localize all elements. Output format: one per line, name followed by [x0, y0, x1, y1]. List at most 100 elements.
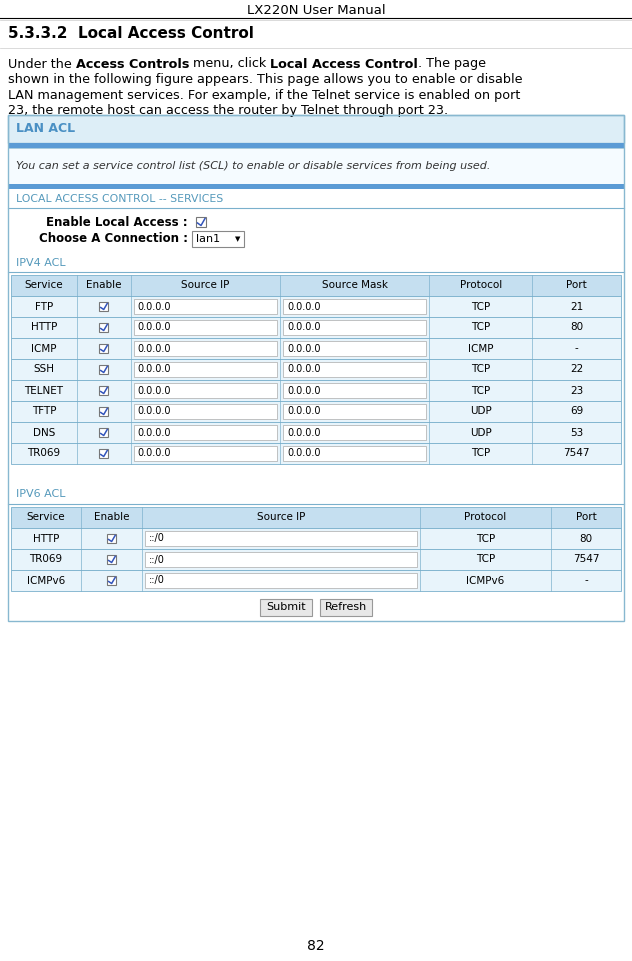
Text: 82: 82	[307, 939, 325, 953]
Text: 0.0.0.0: 0.0.0.0	[138, 302, 171, 311]
Bar	[99, 302, 108, 311]
Text: 0.0.0.0: 0.0.0.0	[138, 428, 171, 437]
Text: Service: Service	[27, 512, 65, 523]
Bar	[133, 446, 277, 461]
Text: 0.0.0.0: 0.0.0.0	[287, 302, 320, 311]
Text: 0.0.0.0: 0.0.0.0	[287, 343, 320, 354]
Text: Refresh: Refresh	[325, 603, 367, 612]
Bar	[8, 184, 624, 189]
Text: TR069: TR069	[30, 554, 63, 564]
Bar	[133, 383, 277, 398]
Text: SSH: SSH	[33, 364, 54, 375]
Text: 0.0.0.0: 0.0.0.0	[287, 385, 320, 396]
Bar	[11, 528, 621, 549]
Bar	[11, 507, 621, 528]
Bar	[8, 115, 624, 143]
Text: 0.0.0.0: 0.0.0.0	[138, 407, 171, 416]
Bar	[99, 386, 108, 395]
Text: 23: 23	[570, 385, 583, 396]
Text: ▼: ▼	[235, 236, 241, 242]
Text: lan1: lan1	[196, 234, 220, 244]
Text: menu, click: menu, click	[189, 58, 270, 70]
Text: TCP: TCP	[471, 302, 490, 311]
Text: LAN ACL: LAN ACL	[16, 122, 75, 136]
Bar	[107, 555, 116, 564]
Bar	[133, 404, 277, 419]
Text: 0.0.0.0: 0.0.0.0	[287, 407, 320, 416]
Text: Source Mask: Source Mask	[322, 281, 388, 290]
Bar	[133, 425, 277, 440]
Text: Submit: Submit	[266, 603, 306, 612]
Bar	[99, 365, 108, 374]
Text: TCP: TCP	[471, 364, 490, 375]
Text: You can set a service control list (SCL) to enable or disable services from bein: You can set a service control list (SCL)…	[16, 161, 490, 171]
Text: 0.0.0.0: 0.0.0.0	[287, 428, 320, 437]
Bar	[8, 115, 624, 621]
Text: UDP: UDP	[470, 407, 492, 416]
Text: Source IP: Source IP	[257, 512, 305, 523]
Text: 0.0.0.0: 0.0.0.0	[287, 364, 320, 375]
Text: Port: Port	[566, 281, 587, 290]
Bar	[99, 449, 108, 458]
Bar	[192, 231, 244, 247]
Text: TELNET: TELNET	[25, 385, 63, 396]
Text: 80: 80	[570, 323, 583, 333]
Bar	[11, 296, 621, 317]
Bar	[11, 275, 621, 296]
Text: LOCAL ACCESS CONTROL -- SERVICES: LOCAL ACCESS CONTROL -- SERVICES	[16, 194, 223, 204]
Text: 21: 21	[570, 302, 583, 311]
Bar	[133, 362, 277, 377]
Text: Local Access Control: Local Access Control	[270, 58, 418, 70]
Text: Enable Local Access :: Enable Local Access :	[46, 215, 188, 229]
Text: -: -	[574, 343, 578, 354]
Bar	[11, 570, 621, 591]
Bar	[11, 359, 621, 380]
Text: Choose A Connection :: Choose A Connection :	[39, 233, 188, 245]
Text: Service: Service	[25, 281, 63, 290]
Bar	[283, 320, 427, 335]
Text: LAN management services. For example, if the Telnet service is enabled on port: LAN management services. For example, if…	[8, 88, 520, 102]
Bar	[283, 341, 427, 356]
Text: 53: 53	[570, 428, 583, 437]
Bar	[145, 531, 416, 546]
Bar	[283, 383, 427, 398]
Text: ::/0: ::/0	[149, 554, 165, 564]
Bar	[11, 549, 621, 570]
Bar	[133, 320, 277, 335]
Bar	[99, 344, 108, 353]
Text: DNS: DNS	[33, 428, 55, 437]
Bar	[145, 552, 416, 567]
Bar	[11, 380, 621, 401]
Bar	[196, 217, 206, 227]
Text: 0.0.0.0: 0.0.0.0	[287, 323, 320, 333]
Bar	[0, 20, 632, 48]
Text: 0.0.0.0: 0.0.0.0	[287, 449, 320, 458]
Bar	[283, 425, 427, 440]
Text: IPV4 ACL: IPV4 ACL	[16, 258, 66, 268]
Text: ICMPv6: ICMPv6	[27, 576, 65, 585]
Text: HTTP: HTTP	[31, 323, 57, 333]
Text: shown in the following figure appears. This page allows you to enable or disable: shown in the following figure appears. T…	[8, 73, 523, 86]
Text: ::/0: ::/0	[149, 533, 165, 544]
Text: IPV6 ACL: IPV6 ACL	[16, 489, 66, 499]
Text: Protocol: Protocol	[459, 281, 502, 290]
Bar	[8, 143, 624, 148]
Bar	[8, 148, 624, 184]
Bar	[99, 407, 108, 416]
Text: HTTP: HTTP	[33, 533, 59, 544]
Text: Protocol: Protocol	[464, 512, 506, 523]
Text: . The page: . The page	[418, 58, 486, 70]
Bar	[99, 323, 108, 332]
Text: -: -	[584, 576, 588, 585]
Text: ICMP: ICMP	[468, 343, 494, 354]
Bar	[11, 422, 621, 443]
Text: 0.0.0.0: 0.0.0.0	[138, 385, 171, 396]
Text: TCP: TCP	[476, 554, 495, 564]
Text: 23, the remote host can access the router by Telnet through port 23.: 23, the remote host can access the route…	[8, 104, 448, 117]
Bar	[320, 599, 372, 616]
Bar	[260, 599, 312, 616]
Text: Source IP: Source IP	[181, 281, 229, 290]
Bar	[145, 573, 416, 588]
Bar	[11, 401, 621, 422]
Text: 0.0.0.0: 0.0.0.0	[138, 343, 171, 354]
